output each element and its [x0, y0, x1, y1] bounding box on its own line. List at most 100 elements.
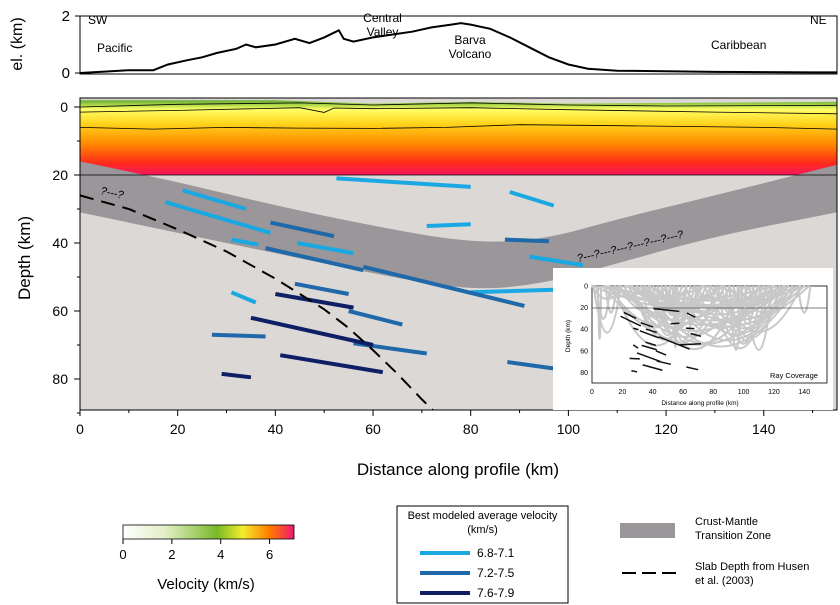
- crust-mantle-transition-zone: [80, 161, 837, 289]
- inset-x-tick-label: 60: [679, 389, 687, 396]
- inset-segment: [685, 327, 695, 330]
- inset-segment: [641, 344, 657, 351]
- velocity-contour: [80, 124, 837, 130]
- inset-y-tick-label: 20: [580, 305, 588, 312]
- inset-segment: [645, 341, 657, 347]
- velocity-contour: [80, 102, 837, 108]
- velocity-segment-6.8-7.1: [529, 254, 584, 268]
- inset-segment: [629, 357, 640, 360]
- inset-y-tick-label: 60: [580, 348, 588, 355]
- structure-legend: Crust-Mantle Transition Zone Slab Depth …: [620, 516, 809, 587]
- inset-ray-path: [605, 285, 807, 308]
- inset-x-tick-label: 20: [618, 389, 626, 396]
- inset-segment: [623, 311, 637, 320]
- velocity-contour: [80, 107, 837, 115]
- transition-zone-legend-label: Crust-Mantle Transition Zone: [695, 516, 772, 542]
- velocity-section-panel: ?---? ?---?---?---?---?---?---? 0 20 40 60 8…: [15, 97, 838, 479]
- annotation-question-left: ?---?: [99, 185, 125, 202]
- inset-x-tick-label: 140: [798, 389, 810, 396]
- x-tick-label: 140: [752, 421, 776, 437]
- inset-segment: [686, 312, 696, 318]
- inset-x-tick-label: 100: [738, 389, 750, 396]
- inset-ray-path: [612, 285, 701, 347]
- y-tick-label: 20: [52, 167, 68, 183]
- label-sw: SW: [88, 13, 108, 27]
- label-central-valley: Central Valley: [363, 11, 402, 39]
- colorbar-tick-label: 6: [266, 547, 273, 562]
- legend-label-6.8-7.1: 6.8-7.1: [477, 546, 515, 560]
- y-tick-label: 0: [60, 99, 68, 115]
- inset-segment: [640, 322, 654, 328]
- inset-ray-path: [797, 285, 812, 314]
- colorbar-tick-label: 2: [168, 547, 175, 562]
- velocity-segment-6.8-7.1: [336, 176, 471, 189]
- y-tick-label: 80: [52, 371, 68, 387]
- inset-segment: [655, 350, 667, 356]
- inset-ray-path: [644, 285, 798, 348]
- velocity-legend: Best modeled average velocity (km/s) 6.8…: [396, 505, 569, 604]
- x-axis-label: Distance along profile (km): [357, 460, 559, 479]
- y-axis-label: Depth (km): [15, 216, 34, 300]
- inset-ray-path: [728, 285, 744, 351]
- velocity-segment-6.8-7.1: [181, 188, 247, 211]
- legend-label-7.2-7.5: 7.2-7.5: [477, 566, 515, 580]
- velocity-segment-7.2-7.5: [265, 246, 364, 273]
- colorbar-tick-label: 0: [119, 547, 126, 562]
- colorbar-gradient: [122, 524, 295, 540]
- velocity-segment-7.2-7.5: [211, 332, 266, 339]
- inset-x-tick-label: 0: [590, 389, 594, 396]
- inset-segment: [690, 332, 702, 337]
- inset-segment: [632, 344, 639, 349]
- colorbar: 0 2 4 6 Velocity (km/s): [119, 524, 295, 593]
- x-tick-label: 0: [76, 421, 84, 437]
- inset-segment: [679, 343, 701, 346]
- inset-ray-coverage: 0 20 40 60 80 100 120 140 0 20 40 60 80 Ray Coverage…: [553, 268, 833, 410]
- velocity-segment-6.8-7.1: [164, 200, 272, 235]
- velocity-segment-6.8-7.1: [231, 237, 259, 247]
- inset-segment: [670, 322, 680, 325]
- label-barva-volcano: Barva Volcano: [448, 33, 492, 61]
- elevation-frame: [79, 15, 838, 75]
- velocity-segment-7.2-7.5: [504, 237, 549, 244]
- inset-segment: [653, 307, 680, 313]
- inset-title: Ray Coverage: [770, 371, 818, 380]
- inset-x-axis-label: Distance along profile (km): [661, 400, 738, 407]
- legend-label-7.6-7.9: 7.6-7.9: [477, 586, 515, 600]
- velocity-segment-7.6-7.9: [275, 292, 354, 310]
- inset-segment: [642, 364, 663, 371]
- transition-zone-swatch: [620, 523, 675, 538]
- velocity-legend-title: Best modeled average velocity (km/s): [407, 510, 558, 536]
- inset-ray-path: [629, 285, 790, 322]
- x-tick-label: 100: [557, 421, 581, 437]
- velocity-segment-7.2-7.5: [348, 309, 403, 327]
- velocity-segment-6.8-7.1: [509, 190, 555, 208]
- x-tick-label: 80: [463, 421, 479, 437]
- elevation-y-tick-label: 0: [62, 65, 70, 82]
- inset-segment: [645, 328, 657, 334]
- y-tick-label: 60: [52, 303, 68, 319]
- velocity-segment-7.6-7.9: [250, 315, 374, 347]
- inset-y-tick-label: 80: [580, 370, 588, 377]
- inset-ray-path: [606, 285, 775, 300]
- inset-segment: [636, 352, 661, 363]
- inset-segment: [686, 366, 699, 371]
- crust-velocity-field: [80, 98, 837, 175]
- inset-segment: [620, 315, 642, 327]
- y-tick-label: 40: [52, 235, 68, 251]
- inset-ray-path: [724, 285, 763, 345]
- inset-segment: [658, 336, 690, 350]
- x-tick-label: 60: [365, 421, 381, 437]
- x-tick-label: 120: [654, 421, 678, 437]
- inset-x-tick-label: 120: [768, 389, 780, 396]
- velocity-segment-7.2-7.5: [294, 281, 349, 296]
- velocity-segment-7.2-7.5: [270, 220, 335, 239]
- velocity-segment-7.6-7.9: [221, 371, 252, 380]
- inset-y-tick-label: 0: [584, 284, 588, 291]
- elevation-y-axis-label: el. (km): [9, 17, 26, 70]
- label-caribbean: Caribbean: [711, 38, 766, 52]
- inset-segment: [639, 330, 659, 339]
- velocity-segment-7.6-7.9: [279, 353, 384, 375]
- elevation-y-tick-label: 2: [62, 8, 70, 25]
- label-pacific: Pacific: [97, 41, 132, 55]
